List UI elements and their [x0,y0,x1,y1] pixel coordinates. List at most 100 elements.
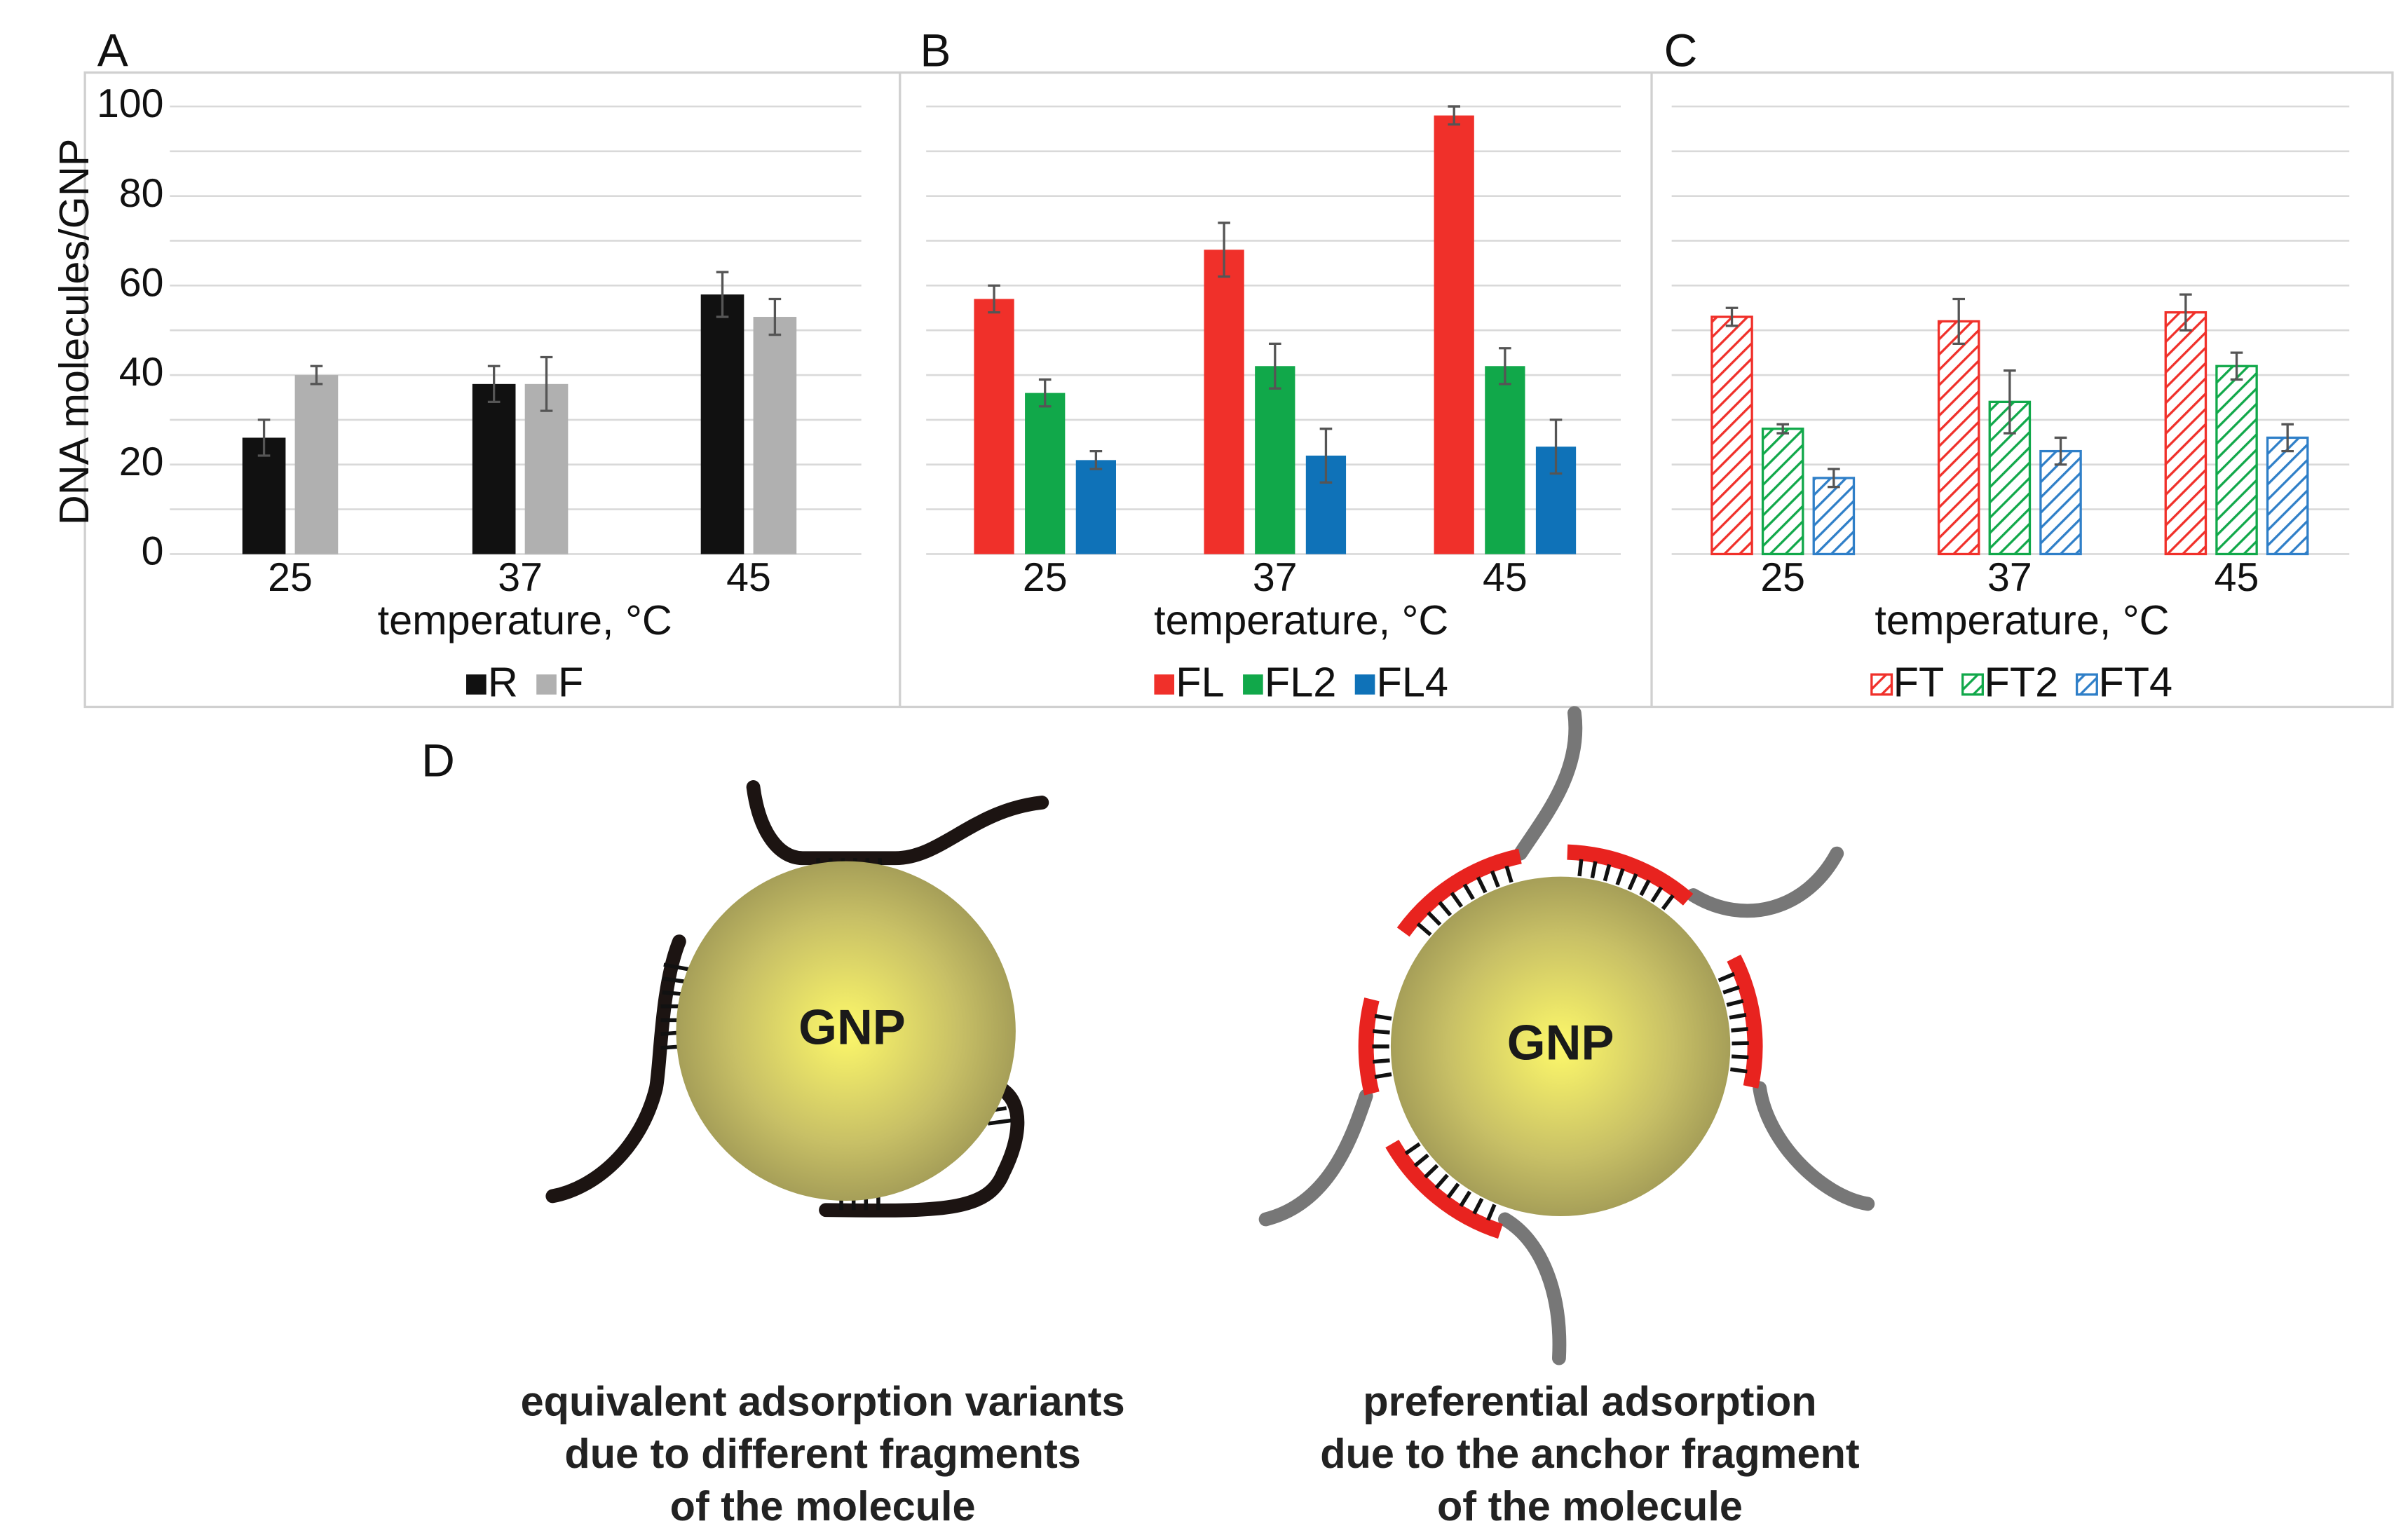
legend-label: FT [1893,658,1945,705]
error-bar [768,297,782,336]
bar [1812,477,1856,556]
error-bar [1038,378,1052,408]
dna-tail [1686,846,1844,918]
x-tick-label: 45 [1483,555,1528,600]
y-tick-label: 60 [119,260,164,305]
error-bar [1448,105,1461,126]
base-pair [1486,1204,1497,1221]
panel-label: B [920,25,951,76]
bar [1485,366,1525,554]
x-tick-label: 37 [1987,555,2032,600]
bar [1937,320,1980,556]
base-pair [1462,883,1475,901]
base-pair [1404,1142,1421,1155]
dna-tail [1753,1081,1875,1211]
base-pair [1717,972,1736,983]
x-axis-label: temperature, °C [1875,597,2169,643]
y-tick-label: 80 [119,171,164,216]
bar [1204,250,1244,554]
legend: FL FL2 FL4 [1154,658,1448,705]
caption: equivalent adsorption variants [521,1377,1125,1424]
base-pair [1374,1014,1392,1021]
base-pair [1450,892,1464,908]
x-tick-label: 25 [268,555,313,600]
base-pair [1476,876,1488,894]
base-pair [1504,865,1513,883]
error-bar [1952,297,1966,346]
anchor-fragment [1727,954,1763,1089]
dna-tail [1513,706,1583,861]
base-pair [1373,1029,1390,1035]
base-pair [1413,1153,1429,1168]
caption: due to the anchor fragment [1320,1430,1860,1477]
x-tick-label: 37 [1253,555,1298,600]
legend-label: FL4 [1377,658,1448,705]
error-bar [2230,351,2243,381]
legend-label: FL [1176,658,1224,705]
bar [524,383,569,554]
y-axis-label: DNA molecules/GNP [50,139,97,526]
base-pair [1729,1067,1748,1074]
legend-swatch [1961,673,1984,696]
bar [242,437,286,554]
panel-label: D [421,734,455,786]
error-bar [540,355,553,412]
base-pair [1603,864,1612,882]
error-bar [988,284,1000,314]
particle-diagram [545,780,1049,1218]
anchor-fragment [1385,1140,1503,1239]
error-bar [257,418,271,457]
bar [753,317,797,554]
legend-label: R [488,658,518,705]
x-tick-label: 25 [1760,555,1805,600]
legend-swatch [1870,673,1893,696]
error-bar [1725,306,1739,327]
bar [1025,393,1066,554]
x-axis-label: temperature, °C [1154,597,1448,643]
error-bar [716,271,729,318]
legend-swatch [466,674,487,695]
bar [1710,315,1753,556]
anchor-fragment [1358,997,1380,1096]
base-pair [1639,879,1651,897]
y-tick-label: 0 [142,529,164,574]
base-pair [1627,873,1638,891]
x-axis-label: temperature, °C [378,597,672,643]
bar [974,299,1014,554]
legend: FT FT2 FT4 [1870,658,2172,705]
particle-diagram [1258,706,1875,1365]
base-pair [1423,1164,1439,1179]
gold-nanoparticle [676,861,1016,1201]
bar [1434,115,1474,554]
error-bar [2054,436,2067,466]
caption: of the molecule [1437,1483,1743,1529]
anchor-fragment [1567,844,1694,906]
base-pair [1416,922,1432,936]
base-pair [1472,1197,1484,1215]
base-pair [1615,868,1625,886]
particle-label: GNP [1507,1014,1614,1070]
error-bar [1319,428,1333,484]
legend-swatch [536,674,557,695]
y-tick-label: 40 [119,350,164,395]
base-pair [1577,859,1584,877]
error-bar [1268,342,1281,390]
bar [700,294,744,554]
legend-label: FT4 [2098,658,2172,705]
error-bar [2281,423,2294,453]
anchor-fragment [1396,848,1522,937]
base-pair [1374,1072,1392,1079]
legend-swatch [1354,674,1375,695]
error-bar [1776,423,1789,435]
caption: preferential adsorption [1363,1377,1816,1424]
base-pair [1650,886,1664,903]
error-bar [1089,449,1103,470]
error-bar [2179,293,2192,332]
base-pair [1446,1183,1460,1199]
base-pair [1722,985,1740,995]
base-pair [1726,999,1744,1007]
error-bar [310,364,323,386]
error-bar [1549,418,1563,475]
